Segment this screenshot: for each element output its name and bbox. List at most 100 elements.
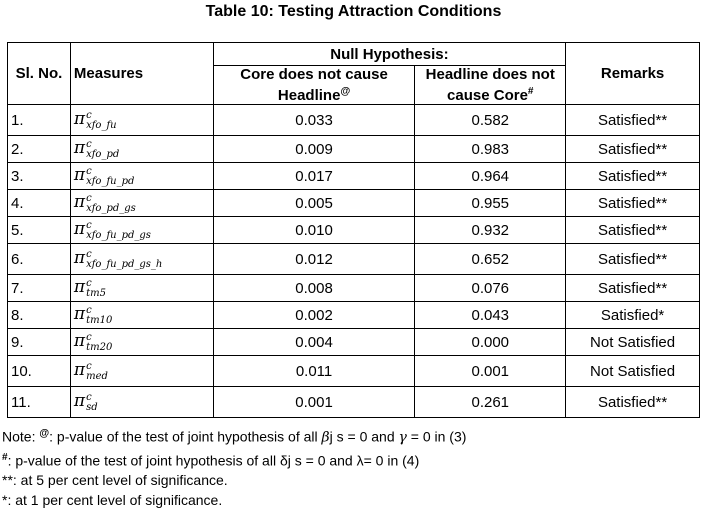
header-col1-mark: @ bbox=[340, 86, 351, 97]
cell-measure: π c xfo_fu bbox=[69, 104, 214, 136]
header-null-hypothesis: Null Hypothesis: bbox=[212, 42, 567, 66]
cell-headline-pvalue: 0.261 bbox=[414, 386, 567, 418]
cell-headline-pvalue: 0.001 bbox=[414, 355, 567, 387]
cell-headline-pvalue: 0.983 bbox=[414, 135, 567, 163]
cell-remark: Satisfied** bbox=[565, 189, 700, 217]
notes: Note: @: p-value of the test of joint hy… bbox=[2, 424, 466, 510]
measure-subscript: sd bbox=[86, 401, 98, 413]
measure-superscript: c bbox=[86, 277, 92, 289]
header-core-not-cause-headline: Core does not cause Headline@ bbox=[212, 65, 416, 105]
table-title: Table 10: Testing Attraction Conditions bbox=[205, 3, 502, 20]
pi-symbol: π bbox=[73, 331, 86, 352]
cell-core-pvalue: 0.008 bbox=[212, 274, 416, 302]
table-row: 2. π c xfo_pd 0.009 0.983 Satisfied** bbox=[7, 135, 700, 163]
cell-headline-pvalue: 0.964 bbox=[414, 162, 567, 190]
note-line-3: **: at 5 per cent level of significance. bbox=[2, 472, 228, 489]
cell-core-pvalue: 0.011 bbox=[212, 355, 416, 387]
note-line-1: Note: @: p-value of the test of joint hy… bbox=[2, 424, 466, 448]
table-row: 3. π c xfo_fu_pd 0.017 0.964 Satisfied** bbox=[7, 162, 700, 190]
table-body: 1. π c xfo_fu 0.033 0.582 Satisfied** 2. π c xfo_p… bbox=[7, 104, 700, 418]
pi-symbol: π bbox=[73, 192, 86, 213]
cell-core-pvalue: 0.012 bbox=[212, 243, 416, 275]
table-row: 10. π c med 0.011 0.001 Not Satisfied bbox=[7, 355, 700, 387]
cell-measure: π c sd bbox=[69, 386, 214, 418]
cell-headline-pvalue: 0.652 bbox=[414, 243, 567, 275]
note-prefix: Note: bbox=[2, 428, 40, 445]
cell-remark: Not Satisfied bbox=[565, 328, 700, 356]
cell-sl-no: 10. bbox=[7, 355, 71, 387]
cell-measure: π c tm10 bbox=[69, 301, 214, 329]
header-col2-text: Headline does not cause Core bbox=[425, 66, 555, 104]
pi-symbol: π bbox=[73, 248, 86, 269]
note-text-1c: = 0 in (3) bbox=[406, 428, 467, 445]
measure-superscript: c bbox=[86, 219, 92, 231]
pi-symbol: π bbox=[73, 165, 86, 186]
note-line-2: #: p-value of the test of joint hypothes… bbox=[2, 448, 466, 471]
cell-sl-no: 1. bbox=[7, 104, 71, 136]
cell-measure: π c tm5 bbox=[69, 274, 214, 302]
cell-remark: Satisfied** bbox=[565, 162, 700, 190]
table-row: 4. π c xfo_pd_gs 0.005 0.955 Satisfied** bbox=[7, 189, 700, 217]
cell-measure: π c med bbox=[69, 355, 214, 387]
cell-sl-no: 3. bbox=[7, 162, 71, 190]
table-row: 1. π c xfo_fu 0.033 0.582 Satisfied** bbox=[7, 104, 700, 136]
measure-subscript: xfo_fu_pd_gs bbox=[86, 229, 151, 241]
cell-sl-no: 2. bbox=[7, 135, 71, 163]
cell-headline-pvalue: 0.043 bbox=[414, 301, 567, 329]
measure-superscript: c bbox=[86, 331, 92, 343]
cell-remark: Satisfied** bbox=[565, 135, 700, 163]
pi-symbol: π bbox=[73, 360, 86, 381]
measure-superscript: c bbox=[86, 304, 92, 316]
cell-core-pvalue: 0.033 bbox=[212, 104, 416, 136]
measure-subscript: xfo_pd_gs bbox=[86, 202, 136, 214]
measure-superscript: c bbox=[86, 192, 92, 204]
note-beta: β bbox=[321, 429, 330, 446]
cell-core-pvalue: 0.002 bbox=[212, 301, 416, 329]
header-col2-mark: # bbox=[527, 86, 534, 97]
table-row: 5. π c xfo_fu_pd_gs 0.010 0.932 Satisfied** bbox=[7, 216, 700, 244]
note-text-1b: j s = 0 and bbox=[329, 428, 399, 445]
header-sl-no: Sl. No. bbox=[7, 42, 71, 105]
cell-measure: π c xfo_fu_pd_gs bbox=[69, 216, 214, 244]
cell-measure: π c tm20 bbox=[69, 328, 214, 356]
cell-core-pvalue: 0.001 bbox=[212, 386, 416, 418]
cell-headline-pvalue: 0.000 bbox=[414, 328, 567, 356]
cell-remark: Satisfied** bbox=[565, 216, 700, 244]
cell-core-pvalue: 0.017 bbox=[212, 162, 416, 190]
cell-core-pvalue: 0.005 bbox=[212, 189, 416, 217]
pi-symbol: π bbox=[73, 109, 86, 130]
note-text-2: : p-value of the test of joint hypothesi… bbox=[7, 452, 420, 469]
measure-subscript: xfo_pd bbox=[86, 148, 120, 160]
pi-symbol: π bbox=[73, 277, 86, 298]
header-headline-not-cause-core: Headline does not cause Core# bbox=[414, 65, 567, 105]
note-gamma: γ bbox=[398, 429, 407, 446]
cell-sl-no: 11. bbox=[7, 386, 71, 418]
header-measures: Measures bbox=[69, 42, 214, 105]
cell-remark: Not Satisfied bbox=[565, 355, 700, 387]
header-row: Sl. No. Measures Null Hypothesis: Remark… bbox=[7, 42, 700, 105]
measure-subscript: xfo_fu_pd_gs_h bbox=[86, 258, 163, 270]
cell-remark: Satisfied* bbox=[565, 301, 700, 329]
cell-core-pvalue: 0.009 bbox=[212, 135, 416, 163]
cell-core-pvalue: 0.010 bbox=[212, 216, 416, 244]
measure-superscript: c bbox=[86, 391, 92, 403]
measure-subscript: tm10 bbox=[86, 314, 113, 326]
measure-superscript: c bbox=[86, 360, 92, 372]
results-table: Sl. No. Measures Null Hypothesis: Remark… bbox=[7, 42, 700, 418]
pi-symbol: π bbox=[73, 219, 86, 240]
pi-symbol: π bbox=[73, 304, 86, 325]
cell-remark: Satisfied** bbox=[565, 386, 700, 418]
table-row: 6. π c xfo_fu_pd_gs_h 0.012 0.652 Satisfied** bbox=[7, 243, 700, 275]
pi-symbol: π bbox=[73, 138, 86, 159]
cell-headline-pvalue: 0.076 bbox=[414, 274, 567, 302]
cell-remark: Satisfied** bbox=[565, 104, 700, 136]
header-col1-text: Core does not cause Headline bbox=[240, 66, 388, 104]
cell-measure: π c xfo_pd_gs bbox=[69, 189, 214, 217]
note-line-4: *: at 1 per cent level of significance. bbox=[2, 491, 223, 508]
table-row: 7. π c tm5 0.008 0.076 Satisfied** bbox=[7, 274, 700, 302]
cell-remark: Satisfied** bbox=[565, 243, 700, 275]
cell-headline-pvalue: 0.955 bbox=[414, 189, 567, 217]
header-remarks: Remarks bbox=[565, 42, 700, 105]
note-text-1a: : p-value of the test of joint hypothesi… bbox=[49, 428, 322, 445]
pi-symbol: π bbox=[73, 391, 86, 412]
